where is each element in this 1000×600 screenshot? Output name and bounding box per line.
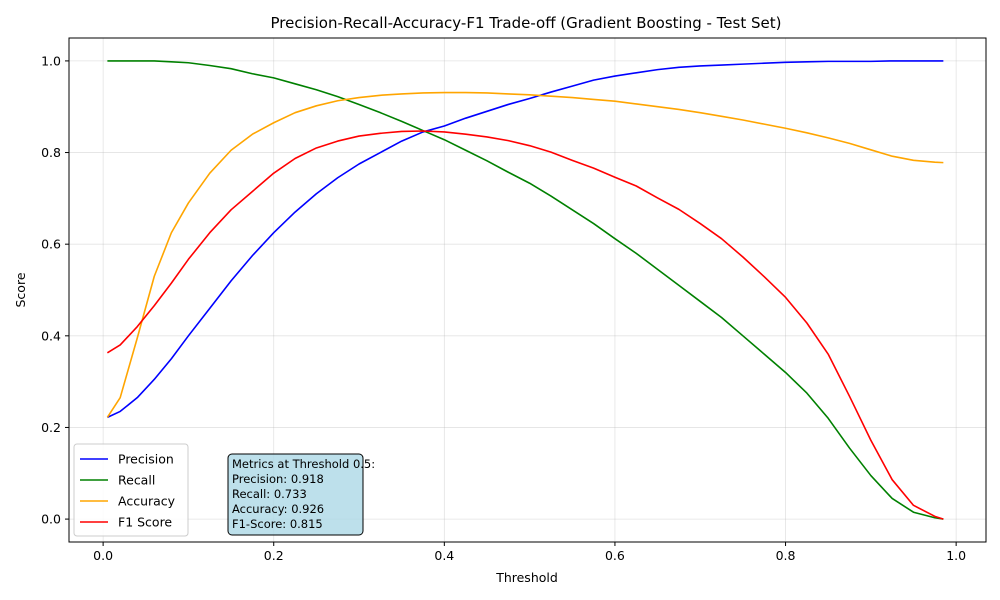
annotation-line-1: Metrics at Threshold 0.5: xyxy=(232,457,375,471)
y-tick-label: 0.6 xyxy=(41,237,61,252)
series-line-precision xyxy=(107,60,944,419)
x-axis-label: Threshold xyxy=(495,570,558,585)
x-tick-label: 0.8 xyxy=(776,548,796,563)
x-tick-label: 0.4 xyxy=(434,548,454,563)
y-axis: 0.0 0.2 0.4 0.6 0.8 1.0 xyxy=(41,53,69,527)
chart-title: Precision-Recall-Accuracy-F1 Trade-off (… xyxy=(271,14,782,32)
x-tick-label: 0.6 xyxy=(605,548,625,563)
legend: Precision Recall Accuracy F1 Score xyxy=(73,443,189,537)
series-line-recall xyxy=(107,60,944,520)
plot-frame xyxy=(68,37,987,543)
x-tick-label: 1.0 xyxy=(946,548,966,563)
x-tick-label: 0.0 xyxy=(93,548,113,563)
metrics-annotation: Metrics at Threshold 0.5: Precision: 0.9… xyxy=(227,453,375,536)
annotation-line-2: Precision: 0.918 xyxy=(232,472,324,486)
legend-label-accuracy: Accuracy xyxy=(118,494,176,509)
annotation-box xyxy=(227,453,364,536)
x-tick-label: 0.2 xyxy=(264,548,284,563)
legend-label-precision: Precision xyxy=(118,452,174,467)
annotation-line-3: Recall: 0.733 xyxy=(232,487,307,501)
grid-layer xyxy=(69,38,986,542)
x-axis: 0.0 0.2 0.4 0.6 0.8 1.0 xyxy=(93,542,966,563)
y-tick-label: 1.0 xyxy=(41,53,61,68)
annotation-line-5: F1-Score: 0.815 xyxy=(232,517,323,531)
legend-label-f1-score: F1 Score xyxy=(118,515,172,530)
y-tick-label: 0.4 xyxy=(41,328,61,343)
legend-box xyxy=(73,443,189,537)
y-axis-label: Score xyxy=(13,272,28,307)
annotation-line-4: Accuracy: 0.926 xyxy=(232,502,324,516)
legend-label-recall: Recall xyxy=(118,473,155,488)
series-line-accuracy xyxy=(106,91,944,418)
y-tick-label: 0.2 xyxy=(41,420,61,435)
series-layer xyxy=(106,60,944,520)
y-tick-label: 0.8 xyxy=(41,145,61,160)
series-line-f1-score xyxy=(106,130,944,520)
y-tick-label: 0.0 xyxy=(41,512,61,527)
